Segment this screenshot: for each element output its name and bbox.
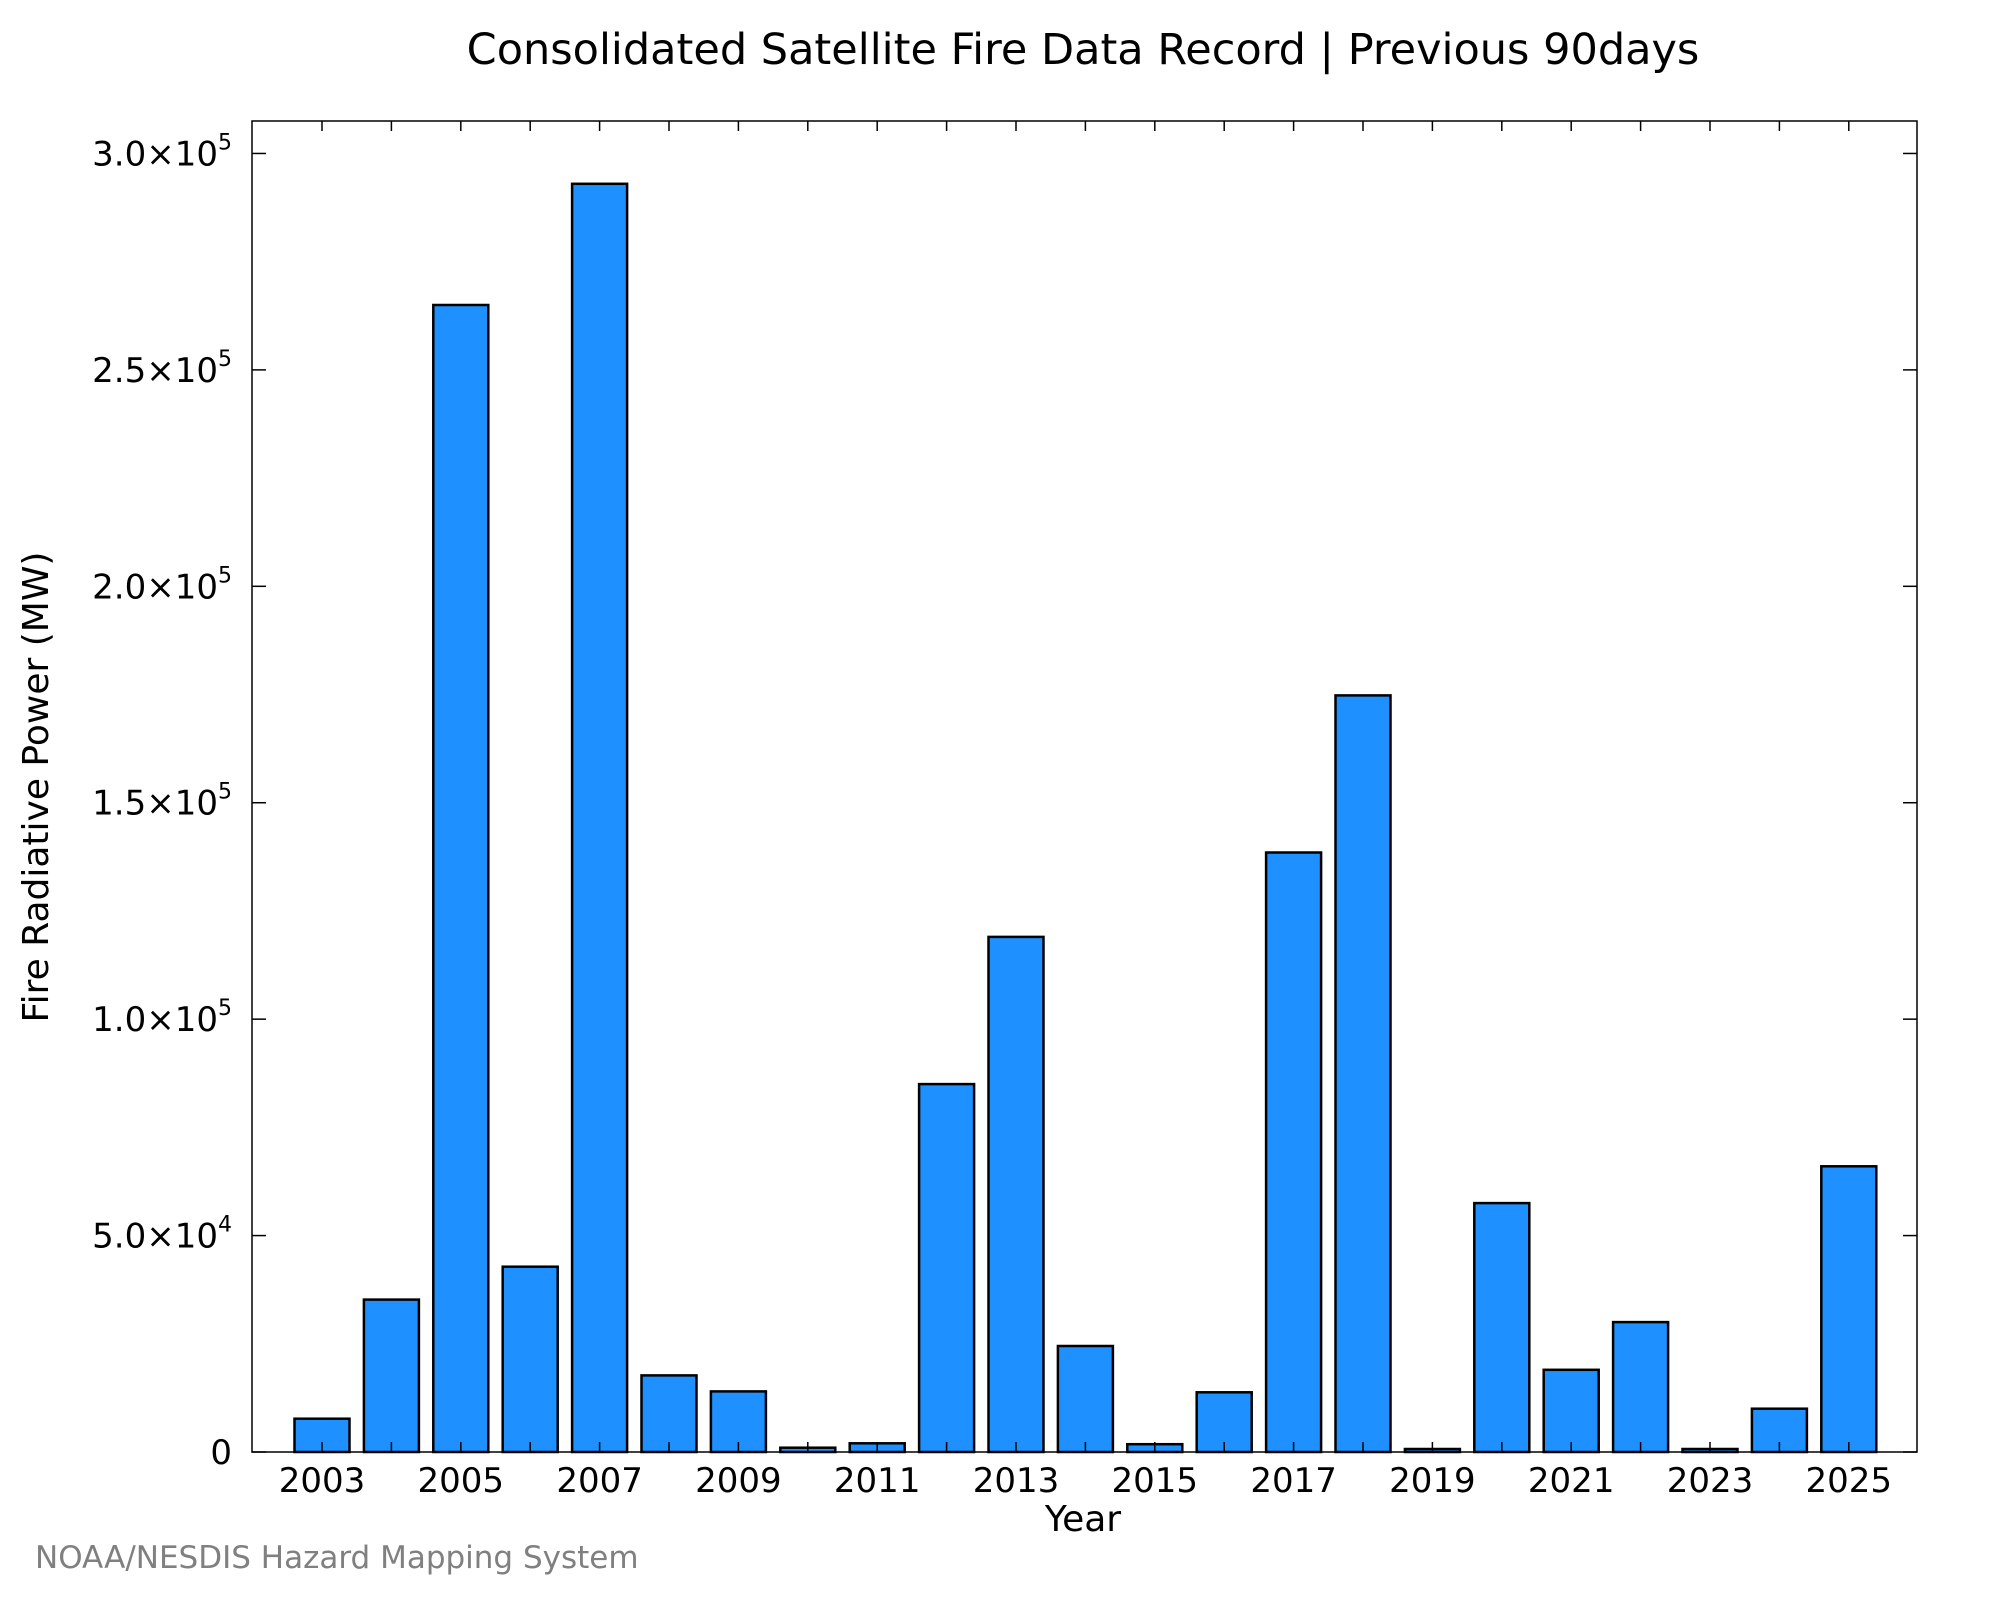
- x-tick-label: 2007: [556, 1461, 643, 1501]
- bar-2017: [1264, 851, 1323, 1454]
- x-tick-label: 2005: [418, 1461, 505, 1501]
- bar-2012: [917, 1082, 976, 1454]
- y-axis-label: Fire Radiative Power (MW): [16, 552, 57, 1023]
- bar-2005: [432, 303, 490, 1454]
- bar-2008: [640, 1374, 698, 1454]
- bar-2018: [1334, 694, 1392, 1454]
- x-tick-label: 2013: [973, 1461, 1060, 1501]
- x-tick-label: 2017: [1250, 1461, 1337, 1501]
- y-tick-label: 2.0×105: [92, 563, 232, 607]
- bar-2020: [1473, 1201, 1531, 1454]
- y-axis: 0 5.0×104 1.0×105 1.5×105 2.0×105 2.5×105 3.0×…: [92, 130, 1917, 1473]
- y-tick-label: 1.0×105: [92, 996, 232, 1040]
- bar-2013: [987, 935, 1045, 1454]
- x-tick-label: 2015: [1112, 1461, 1199, 1501]
- x-axis: 2003 2005 2007 2009 2011 2013 2015 2017 2019 2021…: [279, 121, 1892, 1501]
- bar-2006: [501, 1265, 559, 1454]
- x-tick-label: 2019: [1389, 1461, 1476, 1501]
- plot-frame: [251, 120, 1918, 1453]
- bar-2025: [1820, 1165, 1878, 1454]
- plot-area: 0 5.0×104 1.0×105 1.5×105 2.0×105 2.5×105 3.0×…: [92, 120, 1918, 1501]
- x-axis-label: Year: [1044, 1499, 1121, 1540]
- x-tick-label: 2011: [834, 1461, 921, 1501]
- x-tick-label: 2021: [1528, 1461, 1615, 1501]
- bar-2021: [1542, 1368, 1600, 1454]
- y-tick-label: 2.5×105: [92, 347, 232, 391]
- bar-2014: [1056, 1344, 1115, 1454]
- bar-2004: [362, 1298, 421, 1454]
- credit-text: NOAA/NESDIS Hazard Mapping System: [35, 1540, 639, 1576]
- y-tick-label: 0: [210, 1433, 232, 1473]
- bar-2022: [1611, 1320, 1670, 1454]
- y-tick-label: 3.0×105: [92, 130, 232, 174]
- chart-title: Consolidated Satellite Fire Data Record …: [467, 25, 1700, 75]
- x-tick-label: 2009: [695, 1461, 782, 1501]
- bar-2007: [570, 182, 629, 1454]
- x-tick-label: 2025: [1806, 1461, 1893, 1501]
- y-tick-label: 1.5×105: [92, 780, 232, 824]
- bar-series: [293, 182, 1878, 1454]
- x-tick-label: 2023: [1667, 1461, 1754, 1501]
- y-tick-label: 5.0×104: [92, 1213, 232, 1257]
- x-tick-label: 2003: [279, 1461, 366, 1501]
